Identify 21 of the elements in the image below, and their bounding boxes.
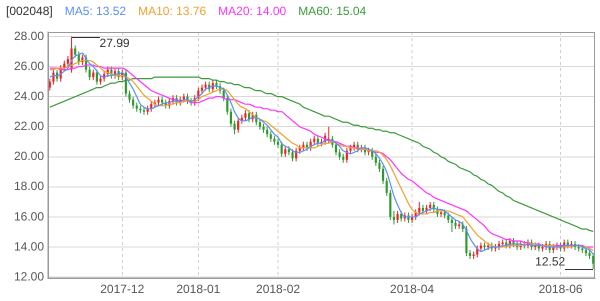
text: MA5: 13.52 [64,4,126,18]
x-tick-label: 2018-04 [390,282,434,296]
y-tick-label: 18.00 [14,179,44,194]
text: MA60: 15.04 [298,4,366,18]
annotation: 12.52 [535,254,566,269]
chart-title: [002048] [6,4,53,18]
y-tick-label: 14.00 [14,239,44,254]
x-tick-label: 2018-06 [538,282,583,296]
y-tick-label: 20.00 [14,149,44,164]
text: MA10: 13.76 [138,4,206,18]
y-tick-label: 22.00 [14,119,44,134]
y-tick-label: 12.00 [14,269,44,284]
x-tick-label: 2018-01 [176,282,221,296]
y-tick-label: 28.00 [14,28,44,43]
y-tick-label: 16.00 [14,209,44,224]
annotation: 27.99 [100,36,130,50]
y-tick-label: 26.00 [14,58,44,73]
x-tick-label: 2017-12 [100,282,145,296]
x-tick-label: 2018-02 [256,282,300,296]
text: MA20: 14.00 [218,4,286,18]
y-tick-label: 24.00 [14,88,44,103]
